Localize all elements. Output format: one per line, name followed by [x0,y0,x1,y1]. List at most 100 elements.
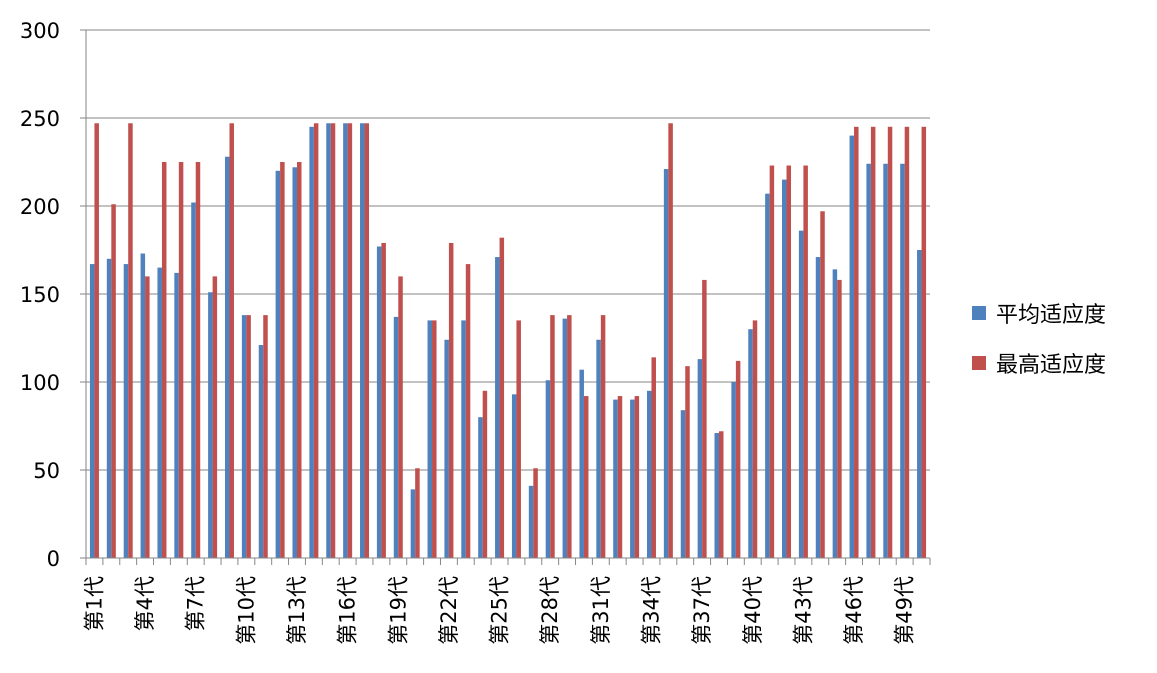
legend: 平均适应度 最高适应度 [972,296,1106,396]
x-tick-label: 第46代 [842,576,866,645]
bar-average [123,264,129,558]
bar-max [550,315,555,558]
bar-max [415,468,420,558]
bar-max [702,279,707,558]
bar-average [782,179,787,558]
bar-max [482,390,488,558]
bar-average [326,123,331,558]
bar-average [849,135,855,558]
bar-max [567,315,572,558]
bar-average [275,170,281,559]
bar-max [600,315,606,558]
legend-label-average: 平均适应度 [996,303,1107,328]
x-tick-label: 第25代 [488,576,512,645]
bar-max [904,126,910,559]
bar-average [815,257,821,558]
bar-average [613,399,618,558]
bar-max [212,276,218,558]
legend-swatch-average [972,306,986,320]
bar-average [798,230,804,558]
bar-average [174,272,179,558]
bar-average [376,246,382,559]
bar-max [381,242,386,558]
x-tick-label: 第49代 [893,576,917,645]
bar-average [393,316,399,558]
bar-average [208,292,213,558]
bar-max [229,123,234,558]
bar-average [528,485,534,558]
bar-average [444,339,449,558]
bar-average [630,399,635,558]
x-tick-label: 第31代 [589,576,613,645]
bar-max [178,162,184,558]
bar-average [545,380,551,558]
bar-max [280,162,285,558]
bar-average [731,382,736,558]
bar-average [697,359,703,558]
bar-max [398,276,403,558]
x-axis-ticks: 第1代 第4代 第7代 第10代 第13代 第16代 第19代 第22代 第25代 第28代 第31… [82,558,931,645]
bar-max [769,165,775,558]
bar-max [448,242,454,558]
x-tick-label: 第34代 [639,576,663,645]
bar-average [89,264,95,558]
bar-max [735,360,741,558]
bar-average [832,269,838,558]
bar-average [106,258,112,558]
bar-max [617,396,623,558]
y-tick-label: 150 [20,283,60,307]
bar-max [870,126,876,559]
x-tick-label: 第19代 [386,576,410,645]
x-tick-label: 第7代 [184,576,208,631]
bar-max [668,123,673,558]
bar-average [663,169,669,559]
bar-average [258,345,264,558]
y-axis-ticks: 0 50 100 150 200 250 300 [20,19,86,571]
bar-max [128,123,133,558]
bar-average [191,202,196,559]
bar-average [461,320,466,558]
x-tick-label: 第28代 [538,576,562,645]
bar-max [887,126,893,559]
x-tick-label: 第13代 [285,576,309,645]
bar-average [343,123,348,558]
bar-average [866,163,871,558]
bar-max [752,320,758,558]
x-tick-label: 第22代 [437,576,461,645]
bar-average [917,250,922,558]
bars [89,123,927,559]
bar-max [685,366,690,558]
x-tick-label: 第1代 [82,576,106,631]
bar-average [309,126,314,559]
bar-max [94,123,99,558]
bar-max [921,126,927,559]
bar-average [478,417,483,558]
bar-average [410,489,416,558]
bar-max [195,162,201,558]
bar-max [854,126,859,559]
bar-max [634,396,640,558]
bar-average [157,267,162,558]
bar-max [297,162,302,558]
bar-max [263,315,268,558]
bar-max [313,123,319,558]
bar-max [161,162,167,558]
legend-item-average: 平均适应度 [972,296,1106,330]
x-tick-label: 第43代 [791,576,815,645]
bar-max [719,431,724,558]
legend-swatch-max [972,356,986,370]
bar-max [786,165,792,558]
bar-max [499,237,505,558]
bar-average [562,318,568,558]
bar-max [330,123,336,558]
y-tick-label: 100 [20,371,60,395]
bar-max [516,320,521,558]
bar-average [360,123,365,558]
bar-average [646,390,652,558]
bar-max [820,211,825,558]
bar-average [140,253,146,558]
bar-max [583,396,589,558]
bar-max [803,165,808,558]
bar-max [347,123,353,558]
bar-max [837,279,842,558]
